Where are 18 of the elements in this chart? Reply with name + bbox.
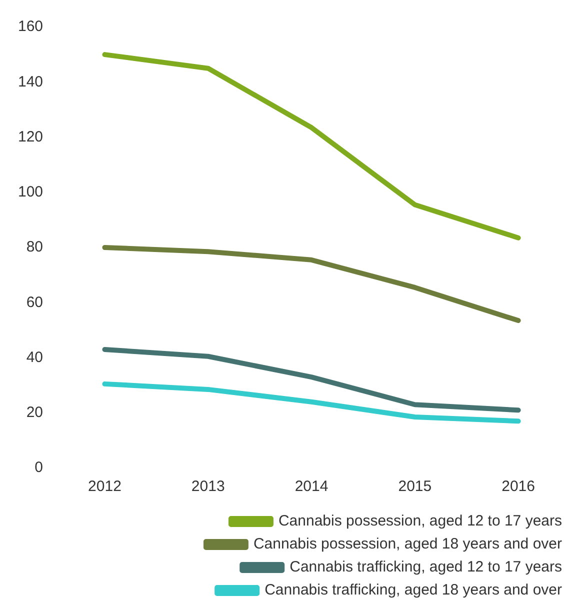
y-tick-label: 100 <box>18 184 44 201</box>
legend-label: Cannabis trafficking, aged 18 years and over <box>264 582 562 599</box>
y-tick-label: 0 <box>34 459 44 476</box>
y-tick-label: 140 <box>18 73 44 90</box>
y-tick-label: 80 <box>26 238 44 256</box>
x-tick-label: 2014 <box>294 478 328 496</box>
y-tick-label: 60 <box>26 294 44 311</box>
legend-label: Cannabis possession, aged 18 years and over <box>253 536 562 553</box>
x-tick-label: 2015 <box>398 478 432 496</box>
y-tick-label: 120 <box>18 128 44 146</box>
x-tick-label: 2012 <box>88 478 122 496</box>
legend-label: Cannabis trafficking, aged 12 to 17 years <box>290 558 562 576</box>
x-tick-label: 2013 <box>191 478 225 496</box>
y-tick-label: 40 <box>26 348 44 366</box>
y-tick-label: 20 <box>26 404 44 422</box>
x-tick-label: 2016 <box>502 478 535 496</box>
y-tick-label: 160 <box>18 18 44 36</box>
legend-label: Cannabis possession, aged 12 to 17 years <box>278 512 562 530</box>
